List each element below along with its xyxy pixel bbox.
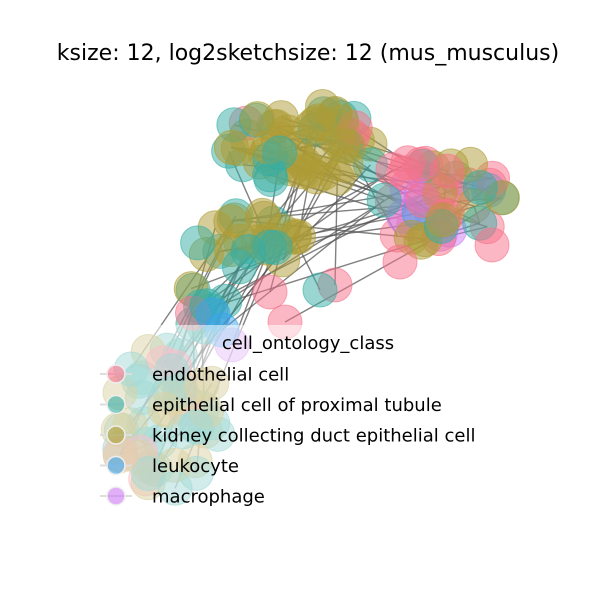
- legend-label: endothelial cell: [152, 365, 289, 386]
- plot-title: ksize: 12, log2sketchsize: 12 (mus_muscu…: [57, 41, 559, 66]
- graph-node: [429, 153, 465, 189]
- legend-background: [95, 325, 535, 510]
- graph-node: [387, 155, 423, 191]
- legend-entry: kidney collecting duct epithelial cell: [100, 425, 475, 447]
- legend-label: epithelial cell of proximal tubule: [152, 395, 442, 416]
- graph-node: [252, 274, 288, 310]
- graph-node: [302, 272, 338, 308]
- legend-entry: macrophage: [100, 486, 265, 508]
- legend-label: kidney collecting duct epithelial cell: [152, 426, 475, 447]
- graph-node: [252, 229, 288, 265]
- graph-node: [304, 137, 340, 173]
- legend-entry: leukocyte: [100, 455, 239, 477]
- legend-label: macrophage: [152, 487, 265, 508]
- legend-marker: [106, 486, 126, 506]
- graph-node: [462, 170, 498, 206]
- graph-node: [382, 244, 418, 280]
- legend-marker: [106, 455, 126, 476]
- legend-label: leukocyte: [152, 456, 239, 477]
- legend-marker: [106, 425, 126, 445]
- graph-node: [221, 249, 257, 285]
- graph-node: [180, 225, 216, 261]
- graph-node: [474, 227, 510, 263]
- graph-node: [213, 129, 249, 165]
- legend-title: cell_ontology_class: [222, 333, 394, 354]
- legend-entry: epithelial cell of proximal tubule: [100, 394, 442, 416]
- graph-node: [366, 182, 402, 218]
- legend-marker: [106, 394, 126, 415]
- legend-marker: [106, 364, 126, 384]
- graph-edge: [221, 199, 385, 331]
- legend: cell_ontology_class endothelial cell epit…: [95, 325, 535, 510]
- graph-node: [262, 135, 298, 171]
- graph-node: [425, 202, 461, 238]
- legend-entry: endothelial cell: [100, 364, 289, 386]
- graph-node: [263, 100, 299, 136]
